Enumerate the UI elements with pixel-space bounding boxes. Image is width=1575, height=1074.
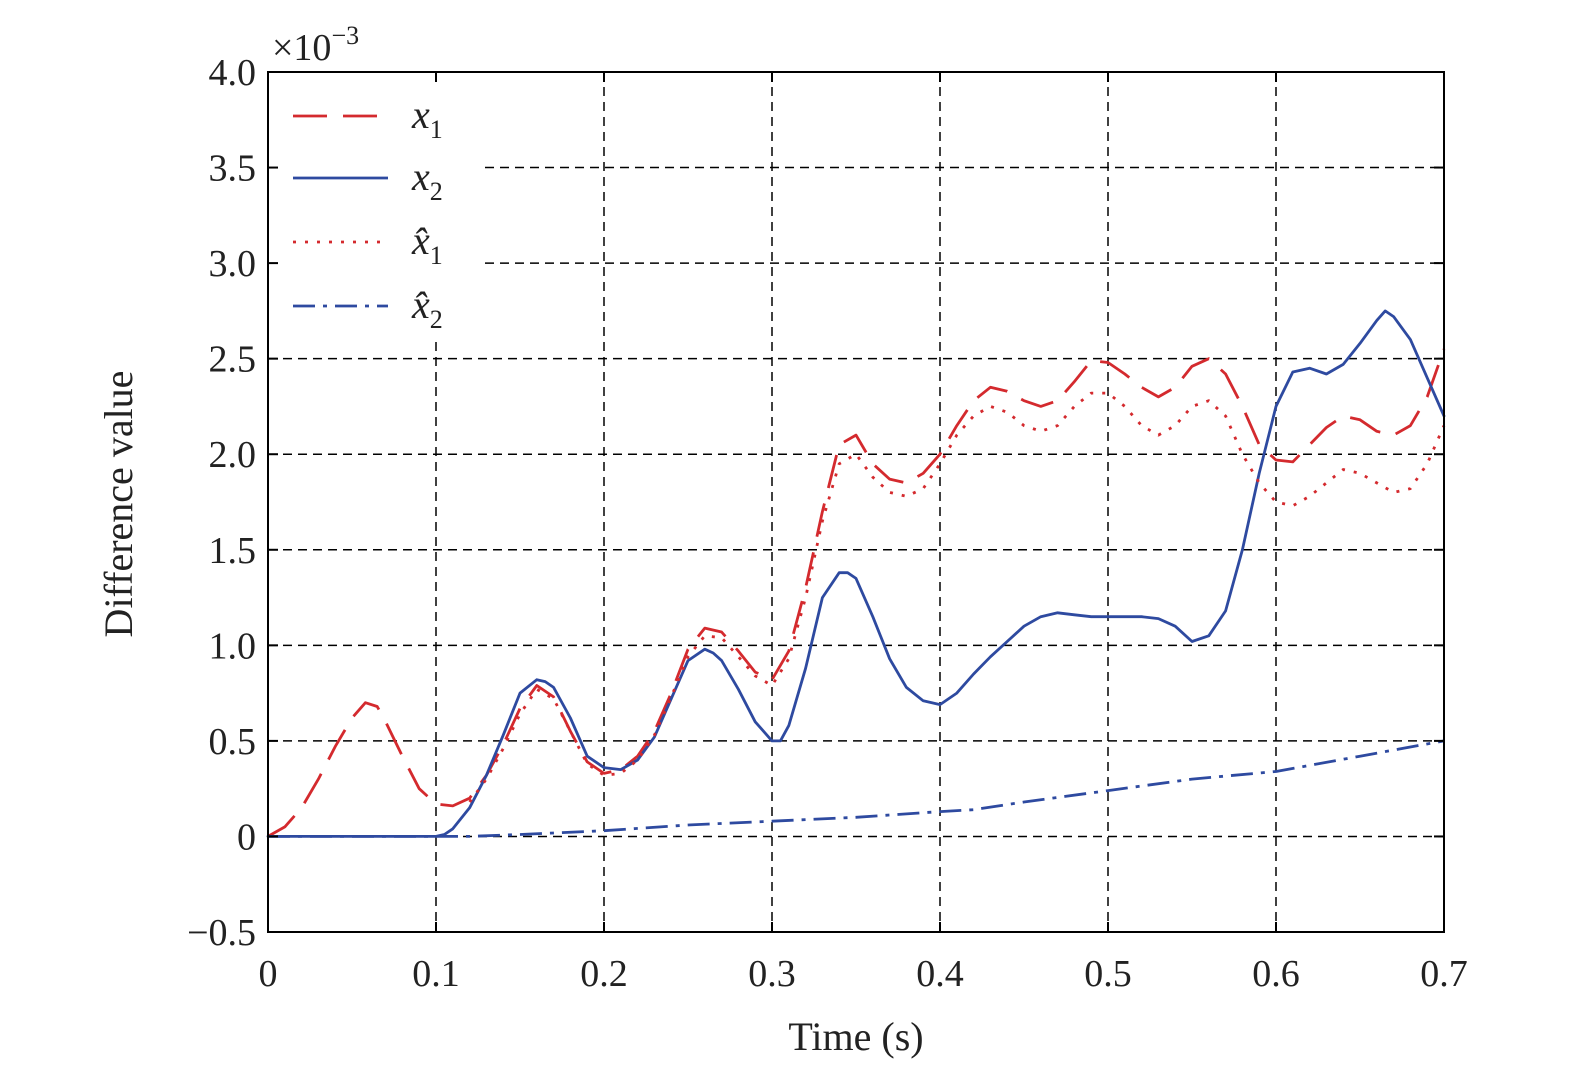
legend-label-1: x1 <box>411 92 443 144</box>
grid-lines <box>268 72 1444 932</box>
y-tick-label: 1.5 <box>209 530 257 572</box>
plot-frame <box>267 71 1445 933</box>
y-tick-label: 1.0 <box>209 625 257 667</box>
y-axis-label: Difference value <box>96 371 141 638</box>
legend-label-4: x̂2 <box>411 282 443 334</box>
legend-label-3: x̂1 <box>411 218 443 270</box>
series-line-4 <box>268 739 1445 838</box>
y-tick-label: 4.0 <box>209 52 257 94</box>
x-tick-label: 0.7 <box>1420 953 1468 995</box>
x-axis-label: Time (s) <box>788 1014 923 1059</box>
exponent-label: ×10−3 <box>272 21 359 69</box>
axis-ticks: 0 0.1 0.2 0.3 0.4 0.5 0.6 0.7−0.500.51.01.52.02… <box>187 52 1468 995</box>
y-tick-label: 2.0 <box>209 434 257 476</box>
x-tick-label: 0.5 <box>1084 953 1132 995</box>
x-tick-label: 0.3 <box>748 953 796 995</box>
series-line-3 <box>468 391 1446 803</box>
series-line-2 <box>266 309 1446 838</box>
x-tick-label: 0.2 <box>580 953 628 995</box>
y-tick-label: 3.5 <box>209 148 257 190</box>
legend: x1 x2 x̂1 x̂2 <box>293 92 443 334</box>
y-tick-label: −0.5 <box>187 912 256 954</box>
exponent-power: −3 <box>331 21 359 50</box>
y-tick-label: 0.5 <box>209 721 257 763</box>
y-tick-label: 2.5 <box>209 339 257 381</box>
series-line-1 <box>267 348 1446 838</box>
y-tick-label: 0 <box>237 816 256 858</box>
x-tick-label: 0.4 <box>916 953 964 995</box>
x-tick-label: 0.6 <box>1252 953 1300 995</box>
x-tick-label: 0 <box>259 953 278 995</box>
x-tick-label: 0.1 <box>412 953 460 995</box>
y-tick-label: 3.0 <box>209 243 257 285</box>
series-lines <box>266 309 1446 838</box>
legend-label-2: x2 <box>411 154 443 206</box>
